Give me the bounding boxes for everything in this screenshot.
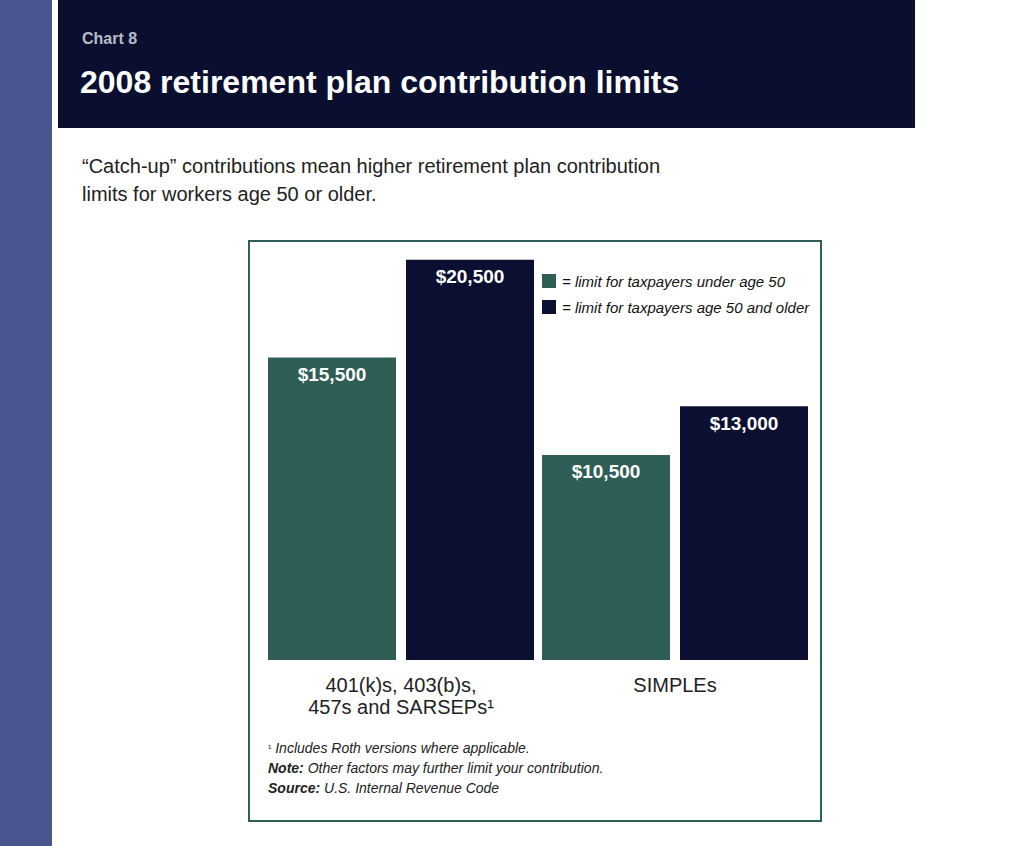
html-text:Note: Other factors may furthe: Note: Other factors may further limit yo… [268, 760, 604, 776]
html-text:“Catch-up” contributions mean: “Catch-up” contributions mean higher ret… [82, 155, 661, 205]
svg-text:401(k)s, 403(b)s,: 401(k)s, 403(b)s, [325, 674, 476, 696]
svg-text:457s and SARSEPs¹: 457s and SARSEPs¹ [308, 696, 494, 718]
html-text:Chart 8: Chart 8 [82, 30, 138, 47]
svg-text:$15,500: $15,500 [298, 364, 367, 385]
html-text:= limit for taxpayers age 50 a: = limit for taxpayers age 50 and older [562, 298, 810, 316]
svg-text:$13,000: $13,000 [710, 413, 779, 434]
html-text:= limit for taxpayers under ag: = limit for taxpayers under age 50 [562, 272, 785, 290]
html-text:¹ Includes Roth versions where: ¹ Includes Roth versions where applicabl… [268, 740, 530, 756]
html-text:Source: U.S. Internal Revenue: Source: U.S. Internal Revenue Code [268, 780, 500, 796]
svg-text:$10,500: $10,500 [572, 461, 641, 482]
html-text:2008 retirement plan contribut: 2008 retirement plan contribution limits [80, 64, 680, 100]
svg-text:SIMPLEs: SIMPLEs [633, 674, 716, 696]
svg-text:$20,500: $20,500 [436, 266, 505, 287]
